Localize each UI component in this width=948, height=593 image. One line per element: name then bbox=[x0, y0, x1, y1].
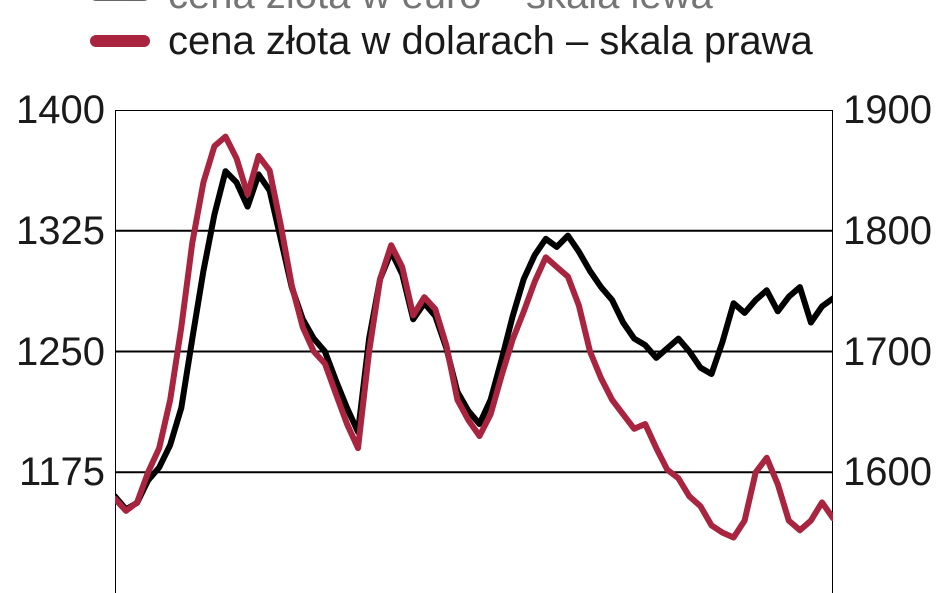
left-axis-tick-label: 1175 bbox=[19, 450, 105, 495]
right-axis-tick-label: 1900 bbox=[843, 88, 932, 133]
left-axis-tick-label: 1325 bbox=[16, 209, 105, 254]
right-axis-tick-label: 1700 bbox=[843, 330, 932, 375]
series-euro-line bbox=[115, 171, 833, 509]
legend-item-euro: cena złota w euro – skala lewa bbox=[0, 0, 948, 18]
left-axis-tick-label: 1250 bbox=[16, 330, 105, 375]
right-axis-tick-label: 1800 bbox=[843, 209, 932, 254]
left-axis-tick-label: 1400 bbox=[16, 88, 105, 133]
legend: cena złota w euro – skala lewa cena złot… bbox=[0, 0, 948, 64]
legend-swatch-euro bbox=[90, 0, 150, 1]
gold-price-chart: cena złota w euro – skala lewa cena złot… bbox=[0, 0, 948, 593]
legend-label-euro: cena złota w euro – skala lewa bbox=[168, 0, 713, 18]
plot-area bbox=[115, 110, 833, 593]
legend-label-usd: cena złota w dolarach – skala prawa bbox=[168, 19, 813, 64]
right-axis-tick-label: 1600 bbox=[843, 450, 932, 495]
legend-item-usd: cena złota w dolarach – skala prawa bbox=[0, 18, 948, 64]
legend-swatch-usd bbox=[90, 35, 150, 47]
